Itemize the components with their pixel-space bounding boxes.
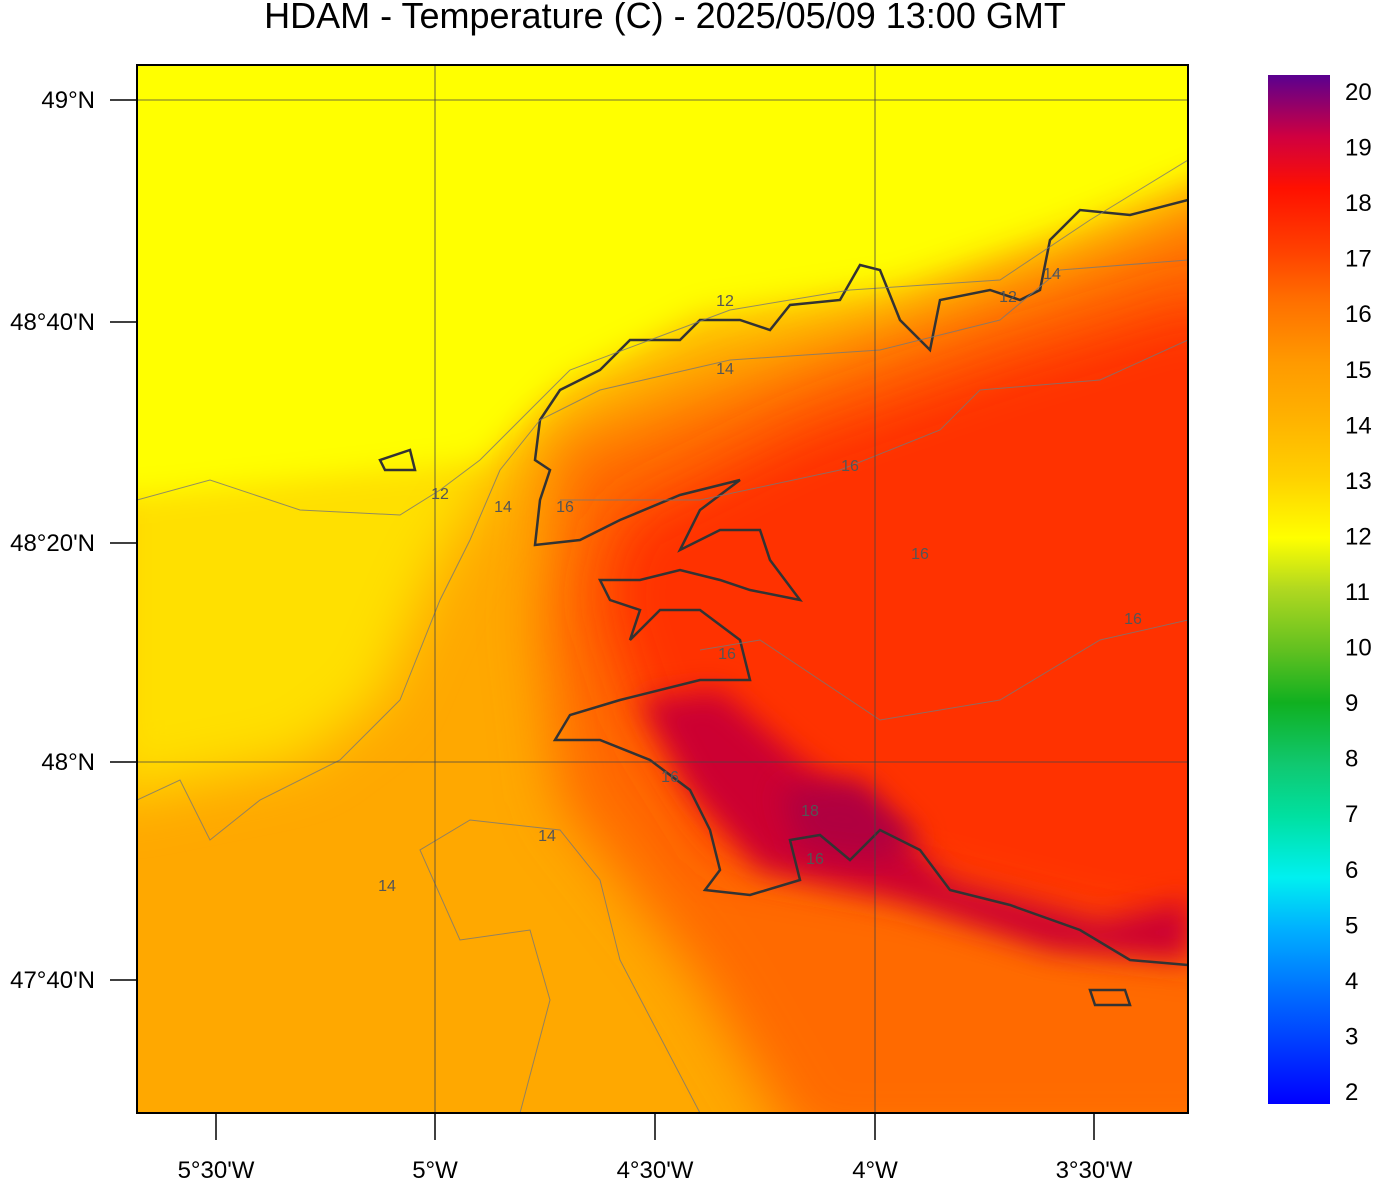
colorbar-label: 10 <box>1345 635 1372 662</box>
lat-label: 49°N <box>41 87 95 114</box>
contour-label: 16 <box>806 851 824 868</box>
colorbar-label: 11 <box>1345 579 1370 606</box>
labels: 49°N 48°40'N 48°20'N 48°N 47°40'N 5°30'W 5°W 4°… <box>10 79 1372 1184</box>
contour-label: 16 <box>718 646 736 663</box>
coastline <box>378 198 1188 1007</box>
contour-label: 16 <box>911 546 929 563</box>
contour-label: 14 <box>716 361 734 378</box>
colorbar-label: 17 <box>1345 246 1372 273</box>
contours <box>137 159 1188 1113</box>
lon-label: 5°30'W <box>178 1157 255 1180</box>
contour-label: 14 <box>494 499 512 516</box>
colorbar-label: 19 <box>1345 135 1372 162</box>
lat-label: 48°20'N <box>10 530 95 557</box>
lat-label: 48°N <box>41 749 95 776</box>
temperature-field <box>137 65 1188 1113</box>
lat-label: 48°40'N <box>10 309 95 336</box>
colorbar-label: 3 <box>1345 1023 1358 1050</box>
colorbar <box>1268 75 1330 1104</box>
contour-label: 16 <box>841 458 859 475</box>
colorbar-label: 2 <box>1345 1079 1358 1106</box>
colorbar-label: 6 <box>1345 857 1358 884</box>
colorbar-label: 16 <box>1345 301 1372 328</box>
contour-label: 14 <box>538 828 556 845</box>
colorbar-label: 14 <box>1345 412 1372 439</box>
contour-label: 16 <box>1124 611 1142 628</box>
contour-label: 12 <box>999 289 1017 306</box>
colorbar-label: 7 <box>1345 801 1358 828</box>
colorbar-label: 20 <box>1345 79 1372 106</box>
lon-label: 3°30'W <box>1056 1157 1133 1180</box>
graticule <box>137 65 1188 1113</box>
colorbar-label: 13 <box>1345 468 1372 495</box>
contour-label: 12 <box>431 486 449 503</box>
colorbar-label: 4 <box>1345 968 1358 995</box>
colorbar-label: 12 <box>1345 523 1372 550</box>
contour-label: 18 <box>801 803 819 820</box>
lon-label: 5°W <box>412 1157 458 1180</box>
contour-label: 14 <box>378 878 396 895</box>
colorbar-label: 5 <box>1345 912 1358 939</box>
lon-label: 4°30'W <box>617 1157 694 1180</box>
colorbar-label: 18 <box>1345 190 1372 217</box>
lat-label: 47°40'N <box>10 967 95 994</box>
colorbar-label: 9 <box>1345 690 1358 717</box>
contour-label: 16 <box>556 499 574 516</box>
colorbar-label: 15 <box>1345 357 1372 384</box>
contour-label: 14 <box>1043 266 1061 283</box>
colorbar-label: 8 <box>1345 746 1358 773</box>
lon-label: 4°W <box>852 1157 898 1180</box>
contour-label: 16 <box>661 769 679 786</box>
map-frame <box>136 64 1189 1114</box>
title: HDAM - Temperature (C) - 2025/05/09 13:0… <box>264 0 1066 36</box>
contour-label: 12 <box>716 293 734 310</box>
